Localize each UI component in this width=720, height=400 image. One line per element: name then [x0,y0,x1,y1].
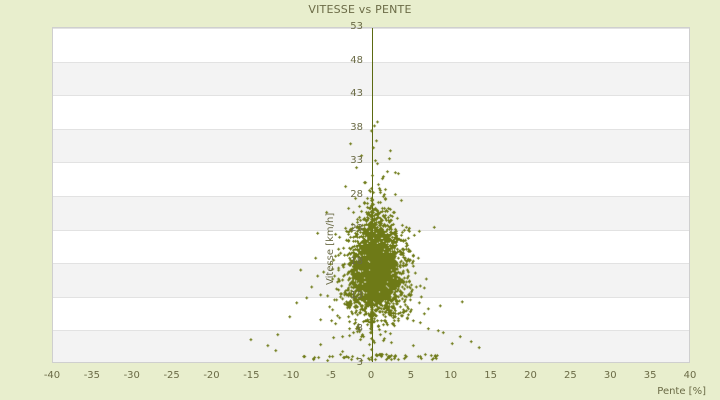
y-tick-label: 13 [350,289,363,301]
plot-area [52,27,690,363]
y-tick-label: 23 [350,222,363,234]
y-tick-label: 28 [350,189,363,200]
x-tick-label: -15 [243,370,260,381]
x-tick-label: 5 [407,370,415,381]
x-tick-label: 40 [683,370,697,381]
x-tick-label: 0 [367,370,375,381]
x-tick-label: 10 [444,370,458,381]
x-tick-label: -30 [123,370,140,381]
y-tick-label: 48 [350,54,363,66]
x-axis-title: Pente [%] [657,386,706,397]
x-tick-label: -25 [163,370,180,381]
x-tick-label: 35 [643,370,657,381]
x-tick-label: 15 [484,370,497,381]
y-tick-label: 8 [356,323,363,335]
x-tick-label: -40 [43,370,61,381]
y-tick-label: 33 [350,155,363,167]
x-tick-label: -35 [83,370,101,381]
y-tick-label: 18 [350,256,363,268]
y-tick-label: 53 [350,21,363,32]
x-tick-label: 30 [603,370,617,381]
x-tick-label: -5 [326,370,337,381]
y-tick-label: 38 [350,121,363,133]
y-tick-label: 43 [350,88,363,100]
chart-title: VITESSE vs PENTE [308,3,412,16]
y-axis-title: Vitesse [km/h] [325,212,336,285]
y-tick-label: 3 [356,357,363,368]
x-tick-label: 20 [524,370,537,381]
x-tick-label: -20 [203,370,220,381]
x-tick-label: 25 [564,370,577,381]
x-tick-label: -10 [283,370,300,381]
scatter-points [53,28,689,362]
